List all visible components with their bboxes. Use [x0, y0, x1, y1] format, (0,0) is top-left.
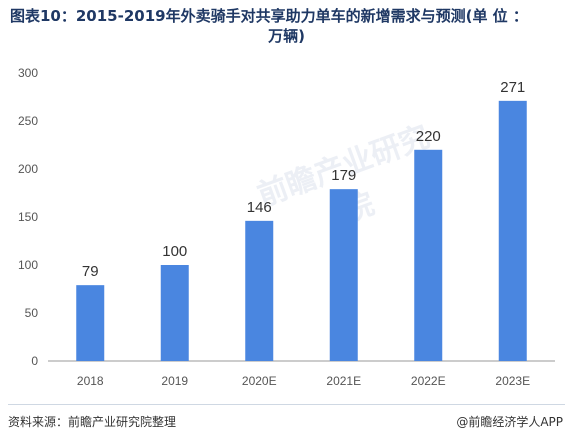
data-label: 179 [331, 167, 356, 184]
x-tick-label: 2022E [411, 374, 446, 388]
source-note: 资料来源：前瞻产业研究院整理 [8, 415, 177, 429]
y-tick-label: 200 [18, 162, 38, 176]
data-label: 146 [247, 199, 272, 216]
x-tick-label: 2018 [77, 374, 104, 388]
x-tick-label: 2021E [326, 374, 361, 388]
bar [498, 100, 527, 361]
bar [245, 220, 274, 361]
chart-title-line-2: 万辆) [268, 27, 305, 45]
y-tick-label: 100 [18, 258, 38, 272]
data-label: 220 [416, 128, 441, 145]
data-label: 100 [162, 243, 187, 260]
x-tick-label: 2023E [495, 374, 530, 388]
bar [76, 285, 105, 361]
footer-divider [8, 404, 565, 405]
x-tick-label: 2019 [161, 374, 188, 388]
y-tick-label: 50 [25, 306, 39, 320]
bar [329, 189, 358, 361]
y-tick-label: 0 [31, 354, 38, 368]
chart-title-line-1: 图表10：2015-2019年外卖骑手对共享助力单车的新增需求与预测(单 位 ： [10, 7, 528, 25]
x-tick-label: 2020E [242, 374, 277, 388]
y-tick-label: 300 [18, 66, 38, 80]
bar [160, 265, 189, 361]
data-label: 79 [82, 263, 99, 280]
y-tick-label: 150 [18, 210, 38, 224]
data-label: 271 [500, 79, 525, 96]
credit-note: @前瞻经济学人APP [456, 415, 563, 429]
y-tick-label: 250 [18, 114, 38, 128]
chart-title: 图表10：2015-2019年外卖骑手对共享助力单车的新增需求与预测(单 位 ：… [10, 6, 563, 46]
bar [414, 149, 443, 361]
